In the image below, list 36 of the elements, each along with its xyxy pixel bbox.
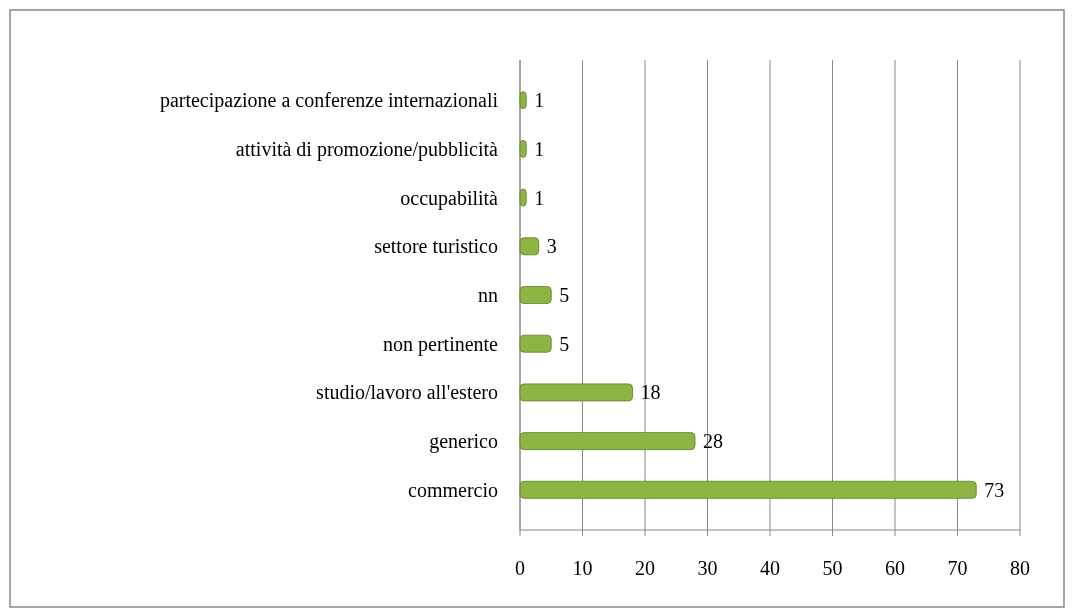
y-tick-label: attività di promozione/pubblicità — [235, 137, 499, 161]
data-label: 5 — [559, 332, 570, 355]
y-tick-label: non pertinente — [383, 332, 499, 356]
bar — [519, 139, 527, 158]
x-tick-label: 40 — [760, 557, 780, 579]
y-tick-label: settore turistico — [374, 235, 498, 258]
data-label: 5 — [559, 284, 570, 306]
data-label: 18 — [640, 381, 661, 404]
x-tick-label: 60 — [885, 557, 905, 579]
y-tick-label: partecipazione a conferenze internazionali — [159, 89, 499, 113]
data-label: 1 — [534, 137, 545, 160]
bar — [519, 286, 552, 304]
data-label: 1 — [534, 186, 545, 209]
data-label: 1 — [534, 89, 545, 112]
x-tick-label: 50 — [822, 557, 843, 579]
bar — [519, 237, 540, 256]
data-label: 28 — [703, 430, 723, 453]
data-label: 3 — [546, 235, 557, 258]
y-tick-label: nn — [478, 284, 498, 306]
bar — [519, 383, 633, 402]
x-tick-label: 10 — [572, 557, 593, 579]
data-label: 73 — [984, 478, 1005, 501]
x-tick-label: 30 — [697, 557, 718, 579]
bar — [519, 334, 552, 353]
x-tick-label: 70 — [947, 557, 968, 579]
x-tick-label: 20 — [635, 557, 655, 579]
bar — [519, 188, 527, 207]
x-tick-label: 0 — [515, 557, 525, 579]
y-tick-label: studio/lavoro all'estero — [316, 381, 498, 404]
bar — [519, 91, 527, 110]
x-tick-label: 80 — [1010, 557, 1030, 579]
bar — [519, 480, 977, 499]
y-tick-label: occupabilità — [400, 186, 499, 210]
y-tick-label: generico — [429, 430, 498, 454]
y-tick-label: commercio — [408, 478, 498, 501]
bar — [519, 432, 696, 451]
